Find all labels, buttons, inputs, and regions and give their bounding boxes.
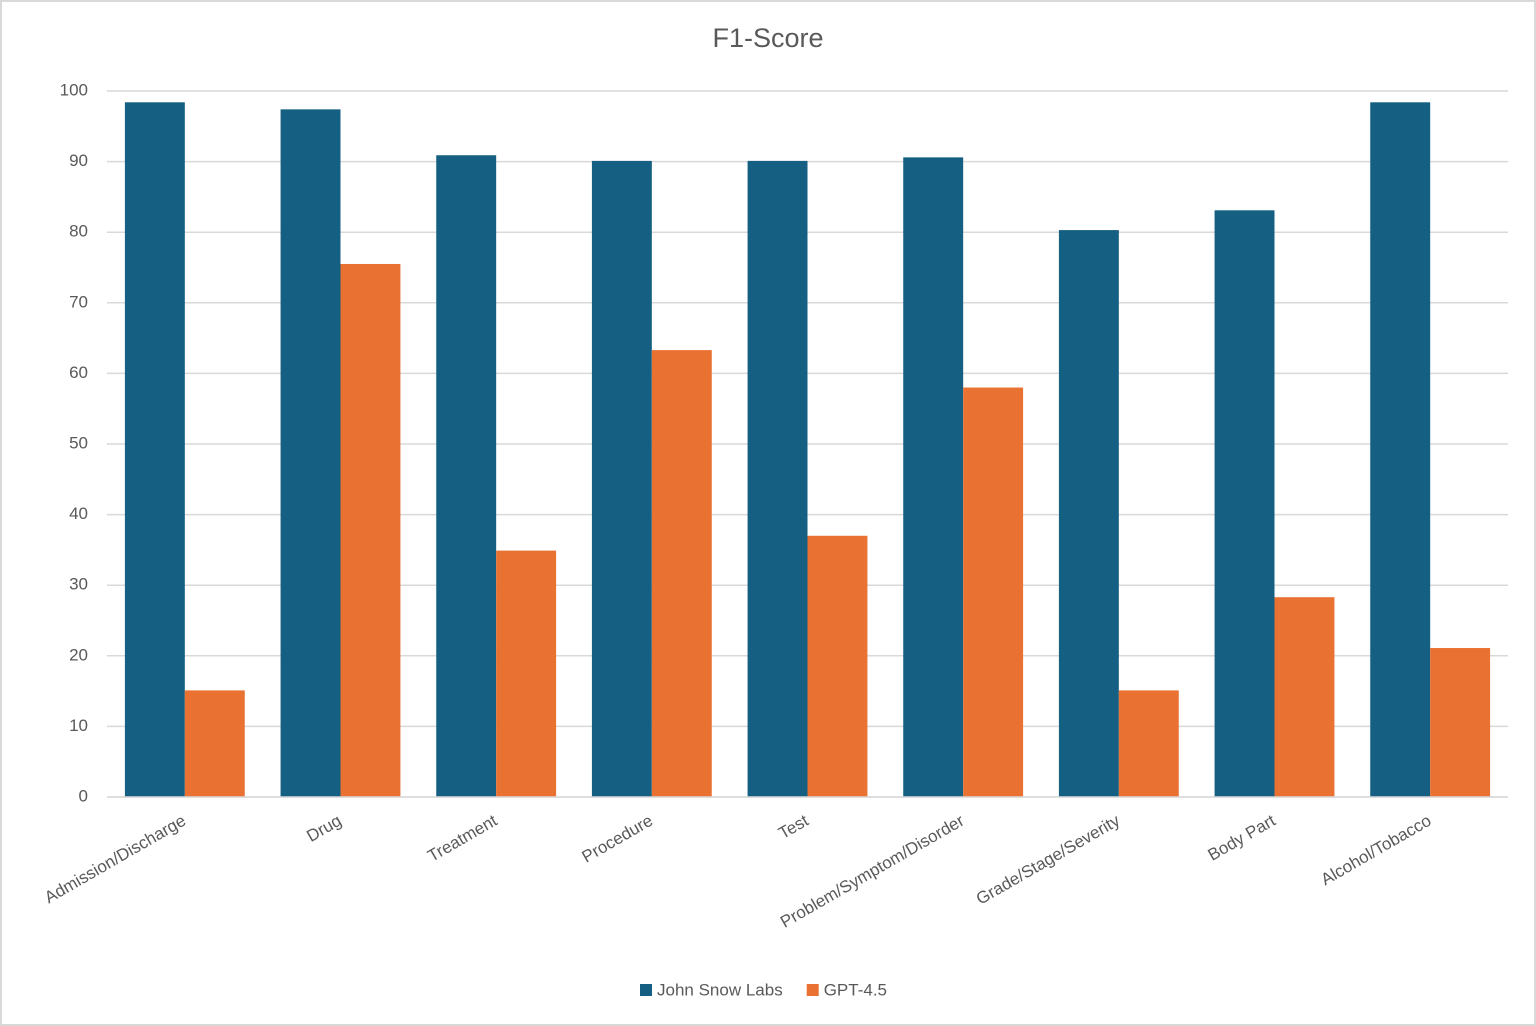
legend: John Snow Labs GPT-4.5 xyxy=(640,980,887,999)
legend-swatch xyxy=(806,984,819,996)
y-tick-label: 80 xyxy=(69,222,88,241)
y-tick-label: 30 xyxy=(69,575,88,594)
bar xyxy=(1058,230,1119,797)
y-tick-label: 60 xyxy=(69,363,88,382)
bar xyxy=(1430,648,1491,797)
bar xyxy=(124,102,185,797)
y-tick-label: 50 xyxy=(69,433,88,452)
bar xyxy=(1214,210,1275,798)
bar xyxy=(807,535,868,797)
bar xyxy=(651,350,712,797)
legend-label: GPT-4.5 xyxy=(824,980,887,999)
chart-title: F1-Score xyxy=(712,23,823,53)
bar xyxy=(340,263,401,798)
bar xyxy=(963,387,1024,797)
bar xyxy=(184,690,245,797)
bar xyxy=(591,160,652,798)
y-tick-label: 90 xyxy=(69,151,88,170)
y-tick-label: 20 xyxy=(69,645,88,664)
y-tick-label: 0 xyxy=(79,786,88,805)
legend-swatch xyxy=(640,984,652,996)
bar xyxy=(1370,102,1431,797)
bar xyxy=(747,160,808,798)
bar xyxy=(1118,690,1179,797)
bar xyxy=(280,109,341,797)
y-tick-label: 100 xyxy=(60,80,88,99)
bar xyxy=(496,550,557,797)
bar xyxy=(1274,597,1335,797)
y-tick-label: 70 xyxy=(69,292,88,311)
bar xyxy=(903,157,964,797)
bar xyxy=(436,155,497,798)
y-tick-label: 10 xyxy=(69,716,88,735)
y-tick-label: 40 xyxy=(69,504,88,523)
legend-label: John Snow Labs xyxy=(657,980,783,999)
